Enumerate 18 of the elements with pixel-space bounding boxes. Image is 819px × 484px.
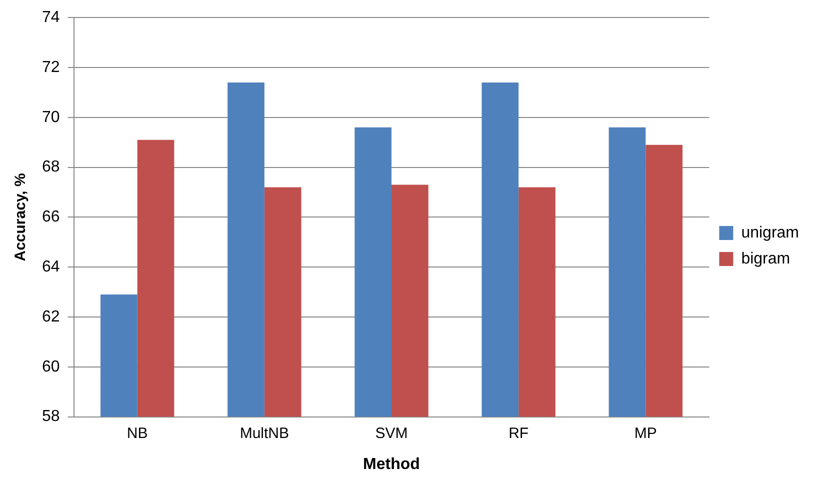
y-tick-label: 60 (42, 358, 60, 376)
x-tick-label: MP (634, 424, 657, 442)
x-tick-label: MultNB (240, 424, 290, 442)
y-tick-label: 70 (42, 108, 60, 126)
y-tick-label: 64 (42, 258, 60, 276)
legend-label: bigram (741, 250, 790, 268)
legend-label: unigram (741, 224, 800, 242)
x-tick-label: RF (508, 424, 529, 442)
x-axis-title: Method (363, 456, 420, 473)
y-tick-label: 68 (42, 158, 60, 176)
y-tick-label: 62 (42, 308, 60, 326)
y-tick-label: 74 (42, 9, 60, 26)
x-tick-label: NB (126, 424, 148, 442)
x-tick-label: SVM (375, 424, 408, 442)
y-axis-title: Accuracy, % (12, 173, 30, 262)
y-tick-label: 72 (42, 58, 60, 76)
y-tick-label: 66 (42, 208, 60, 226)
y-tick-label: 58 (42, 408, 60, 426)
